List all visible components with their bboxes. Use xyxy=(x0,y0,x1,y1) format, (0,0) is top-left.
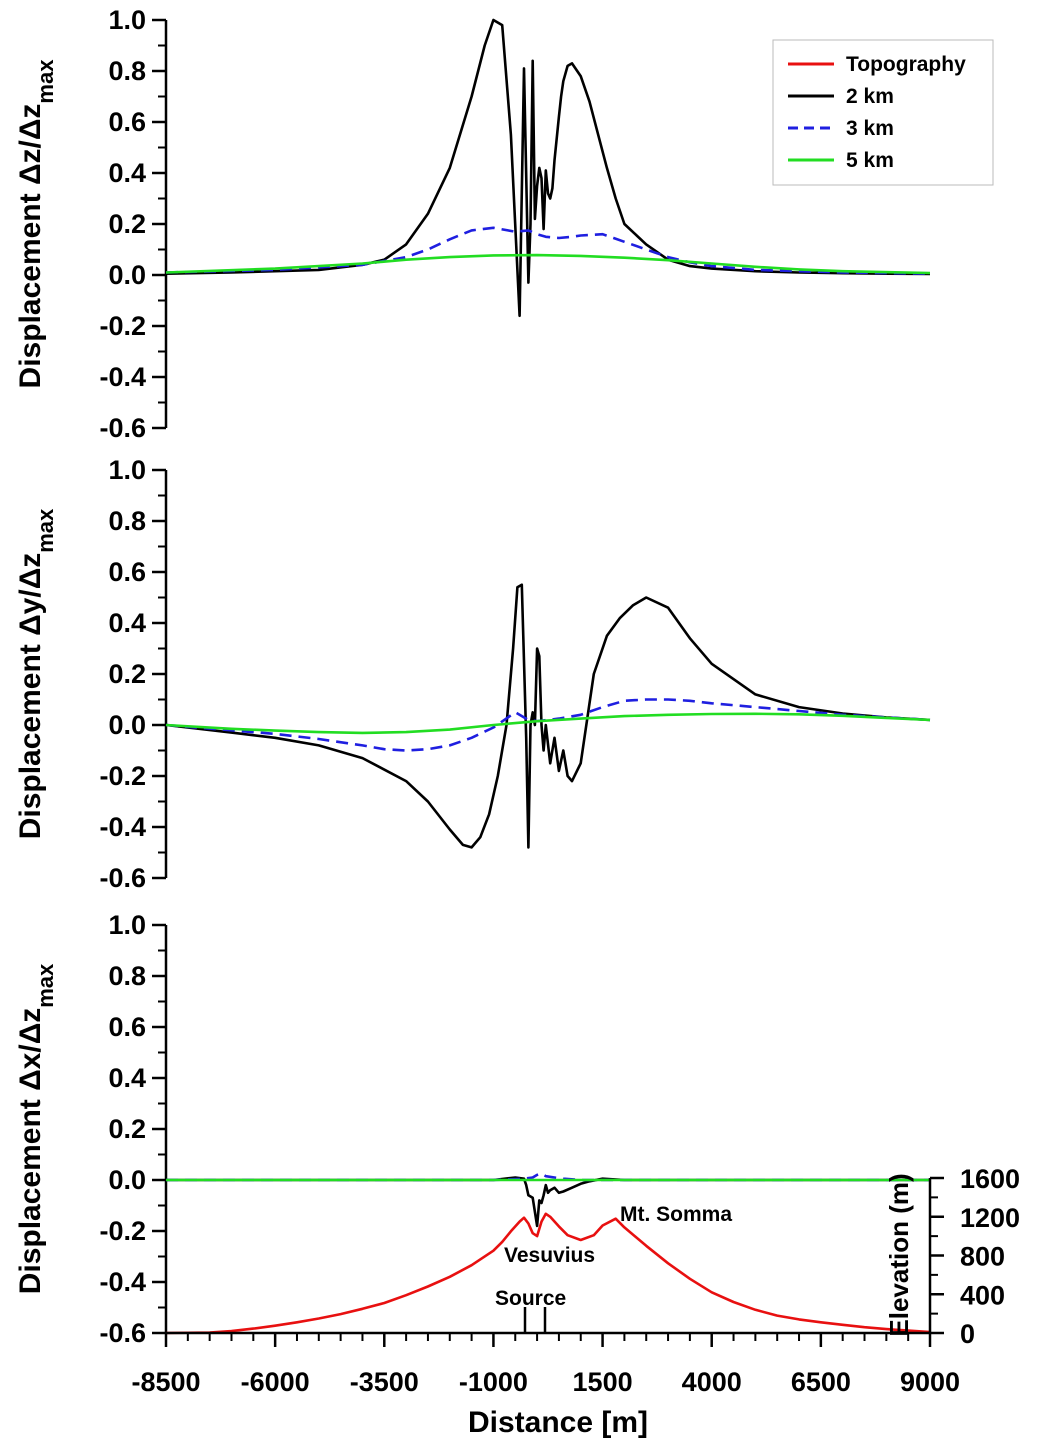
y-axis-title: Displacement Δx/Δzmax xyxy=(14,963,58,1294)
x-tick-label: 6500 xyxy=(791,1367,851,1397)
y-tick-label: -0.2 xyxy=(99,311,146,341)
y-tick-label: -0.4 xyxy=(99,1267,146,1297)
y-tick-label: 0.2 xyxy=(108,1114,146,1144)
y-axis-title-sub: max xyxy=(33,508,58,553)
y-tick-label: 0.2 xyxy=(108,209,146,239)
x-tick-label: 9000 xyxy=(900,1367,960,1397)
series-line-3-km xyxy=(165,226,931,275)
y-tick-label: 1.0 xyxy=(108,455,146,485)
series-line-2-km xyxy=(165,583,931,849)
y2-tick-label: 800 xyxy=(960,1242,1005,1272)
y-axis-title: Displacement Δy/Δzmax xyxy=(14,508,58,839)
y2-tick-label: 400 xyxy=(960,1280,1005,1310)
y-tick-label: 0.0 xyxy=(108,710,146,740)
y-tick-label: -0.6 xyxy=(99,1318,146,1348)
y-tick-label: 0.8 xyxy=(108,961,146,991)
y-tick-label: 0.6 xyxy=(108,557,146,587)
y-tick-label: -0.6 xyxy=(99,413,146,443)
y-tick-label: 0.0 xyxy=(108,1165,146,1195)
legend: Topography 2 km 3 km 5 km xyxy=(772,39,994,186)
y-tick-label: 0.8 xyxy=(108,506,146,536)
x-tick-label: 4000 xyxy=(682,1367,742,1397)
y2-tick-label: 1200 xyxy=(960,1203,1020,1233)
annotation-source: Source xyxy=(495,1287,566,1310)
x-tick-label: -6000 xyxy=(241,1367,310,1397)
y-tick-label: -0.4 xyxy=(99,362,146,392)
series-line-2-km xyxy=(166,1176,930,1228)
y-tick-label: 0.4 xyxy=(108,158,146,188)
y-tick-label: -0.4 xyxy=(99,812,146,842)
y-tick-label: 1.0 xyxy=(108,5,146,35)
y-axis-title-main: Displacement Δx/Δz xyxy=(14,1008,47,1295)
legend-label: 3 km xyxy=(846,117,894,140)
y-tick-label: -0.6 xyxy=(99,863,146,893)
x-tick-label: -1000 xyxy=(459,1367,528,1397)
y-tick-label: -0.2 xyxy=(99,761,146,791)
y2-axis-title: Elevation (m) xyxy=(884,1173,914,1336)
legend-label: 2 km xyxy=(846,85,894,108)
x-axis-title: Distance [m] xyxy=(468,1406,648,1439)
y-tick-label: 0.2 xyxy=(108,659,146,689)
series-line-topography xyxy=(165,1212,931,1335)
legend-label: Topography xyxy=(846,53,966,76)
panel-3: 1.0 0.8 0.6 0.4 0.2 0.0 -0.2 -0.4 -0.6 Displaceme… xyxy=(14,910,1020,1439)
y-tick-label: 0.6 xyxy=(108,107,146,137)
y-tick-label: 0.0 xyxy=(108,260,146,290)
series-line-5-km xyxy=(165,712,931,735)
y-tick-label: 0.4 xyxy=(108,1063,146,1093)
panel-2: 1.0 0.8 0.6 0.4 0.2 0.0 -0.2 -0.4 -0.6 Displaceme… xyxy=(14,455,931,893)
y2-tick-label: 1600 xyxy=(960,1164,1020,1194)
y-tick-label: 1.0 xyxy=(108,910,146,940)
legend-label: 5 km xyxy=(846,149,894,172)
y-axis-title-sub: max xyxy=(33,963,58,1008)
y-tick-label: 0.8 xyxy=(108,56,146,86)
x-tick-label: -3500 xyxy=(350,1367,419,1397)
series-line-3-km xyxy=(165,698,931,752)
y-tick-label: -0.2 xyxy=(99,1216,146,1246)
series-line-5-km xyxy=(165,253,931,275)
y-tick-label: 0.4 xyxy=(108,608,146,638)
panel-1: 1.0 0.8 0.6 0.4 0.2 0.0 -0.2 -0.4 -0.6 Displaceme… xyxy=(14,5,994,443)
y-axis-title-main: Displacement Δy/Δz xyxy=(14,553,47,840)
y-axis-title-main: Displacement Δz/Δz xyxy=(14,104,47,389)
y-axis-title-sub: max xyxy=(33,59,58,104)
series-line-2-km xyxy=(165,18,931,318)
x-tick-label: 1500 xyxy=(573,1367,633,1397)
annotation-vesuvius: Vesuvius xyxy=(504,1244,595,1267)
y-axis-title: Displacement Δz/Δzmax xyxy=(14,59,58,389)
annotation-mt-somma: Mt. Somma xyxy=(620,1203,732,1226)
y2-tick-label: 0 xyxy=(960,1319,975,1349)
y-tick-label: 0.6 xyxy=(108,1012,146,1042)
x-tick-label: -8500 xyxy=(131,1367,200,1397)
